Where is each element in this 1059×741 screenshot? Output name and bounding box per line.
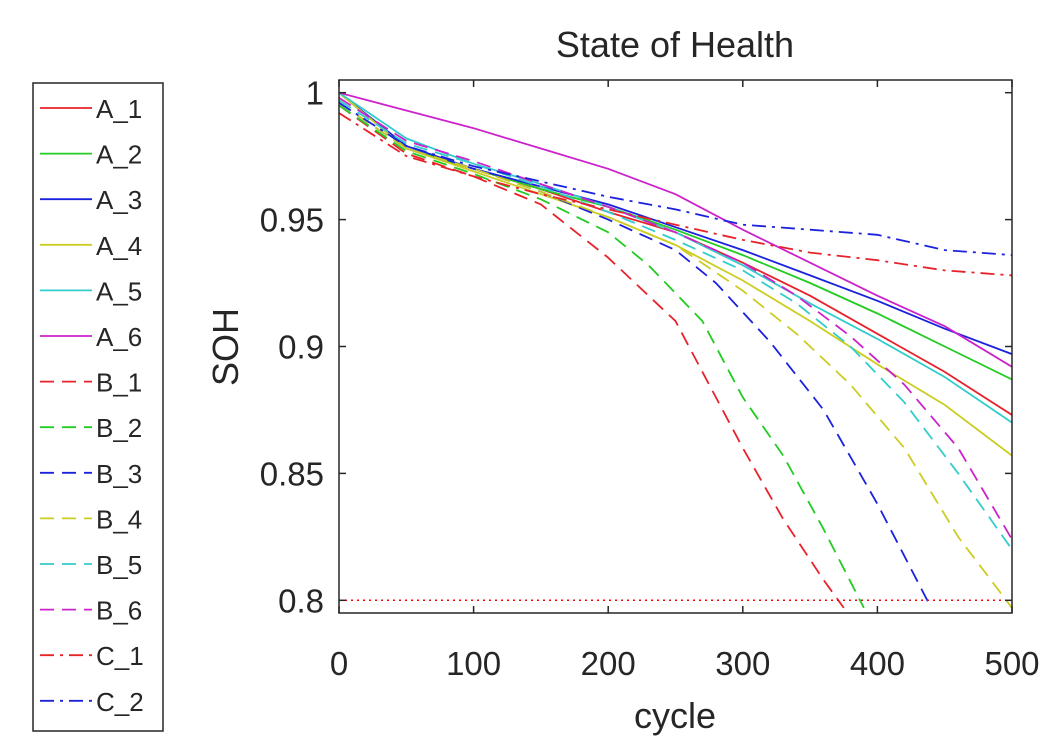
x-tick-label: 200 xyxy=(581,645,636,682)
y-axis-ticks: 0.8 0.85 0.9 0.95 1 xyxy=(260,75,1012,619)
x-tick-label: 300 xyxy=(715,645,770,682)
plot-lines xyxy=(339,91,1012,609)
x-tick-label: 100 xyxy=(446,645,501,682)
legend-label: A_1 xyxy=(96,94,142,124)
series-line-c-2 xyxy=(339,102,1012,256)
series-line-c-1 xyxy=(339,112,1012,277)
legend-label: B_6 xyxy=(96,596,142,626)
y-tick-label: 0.85 xyxy=(260,455,324,492)
legend-label: B_4 xyxy=(96,504,142,534)
series-line-b-4 xyxy=(339,102,1012,609)
series-line-b-1 xyxy=(339,104,845,609)
x-axis-label: cycle xyxy=(634,695,716,736)
x-tick-label: 0 xyxy=(330,645,348,682)
y-tick-label: 0.95 xyxy=(260,202,324,239)
x-tick-label: 500 xyxy=(984,645,1039,682)
legend-label: B_3 xyxy=(96,459,142,489)
y-tick-label: 0.8 xyxy=(278,582,324,619)
legend-label: B_2 xyxy=(96,413,142,443)
legend-box xyxy=(32,82,164,732)
legend: A_1 A_2 A_3 A_4 A_5 A_6 B_1 B_2 B_3 B_4 B_5 B_6 C_1 C… xyxy=(32,82,164,732)
legend-label: C_1 xyxy=(96,641,144,671)
x-tick-label: 400 xyxy=(850,645,905,682)
chart-title: State of Health xyxy=(556,24,794,65)
legend-label: A_6 xyxy=(96,322,142,352)
x-axis-ticks: 0 100 200 300 400 500 xyxy=(330,80,1040,682)
legend-label: A_5 xyxy=(96,276,142,306)
legend-label: A_4 xyxy=(96,231,142,261)
legend-label: A_3 xyxy=(96,185,142,215)
series-line-b-5 xyxy=(339,99,1012,551)
legend-label: C_2 xyxy=(96,687,144,717)
legend-label: B_5 xyxy=(96,550,142,580)
y-tick-label: 1 xyxy=(306,75,324,112)
series-line-a-3 xyxy=(339,91,1012,355)
y-axis-label: SOH xyxy=(205,308,246,386)
legend-label: B_1 xyxy=(96,368,142,398)
legend-label: A_2 xyxy=(96,140,142,170)
series-line-b-6 xyxy=(339,97,1012,540)
series-line-a-4 xyxy=(339,92,1012,457)
series-line-b-3 xyxy=(339,102,932,609)
series-line-a-6 xyxy=(339,91,1012,368)
y-tick-label: 0.9 xyxy=(278,329,324,366)
